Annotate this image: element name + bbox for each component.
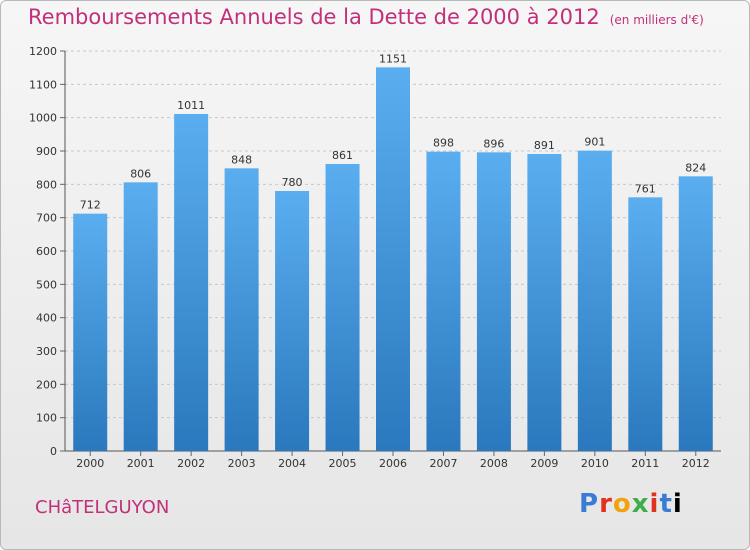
bar-value-label: 848: [231, 153, 252, 166]
bar: [224, 168, 259, 452]
y-tick-label: 300: [36, 345, 57, 358]
bar: [275, 191, 310, 451]
y-tick-label: 600: [36, 245, 57, 258]
bar: [73, 213, 108, 451]
x-tick-label: 2011: [631, 457, 659, 470]
bar-value-label: 861: [332, 149, 353, 162]
bar-value-label: 824: [685, 161, 706, 174]
x-tick-label: 2009: [530, 457, 558, 470]
x-tick-label: 2002: [177, 457, 205, 470]
y-tick-label: 400: [36, 312, 57, 325]
y-tick-label: 0: [50, 445, 57, 458]
y-tick-label: 200: [36, 378, 57, 391]
y-tick-label: 500: [36, 278, 57, 291]
x-tick-label: 2012: [682, 457, 710, 470]
x-tick-label: 2007: [429, 457, 457, 470]
y-tick-label: 700: [36, 212, 57, 225]
x-tick-label: 2000: [76, 457, 104, 470]
chart-unit: (en milliers d'€): [609, 13, 704, 27]
y-tick-label: 900: [36, 145, 57, 158]
proxiti-logo: Proxiti: [579, 489, 683, 519]
x-tick-label: 2003: [228, 457, 256, 470]
chart-title-text: Remboursements Annuels de la Dette de 20…: [28, 5, 600, 29]
bar-value-label: 891: [534, 139, 555, 152]
x-tick-label: 2004: [278, 457, 306, 470]
y-tick-label: 1100: [29, 78, 57, 91]
bar: [476, 152, 511, 452]
y-tick-label: 800: [36, 178, 57, 191]
bar-value-label: 1151: [379, 52, 407, 65]
bar-value-label: 780: [282, 176, 303, 189]
x-tick-label: 2005: [329, 457, 357, 470]
bar-value-label: 806: [130, 167, 151, 180]
x-tick-label: 2006: [379, 457, 407, 470]
bar: [426, 151, 461, 451]
x-tick-label: 2010: [581, 457, 609, 470]
x-tick-label: 2008: [480, 457, 508, 470]
bar: [527, 154, 562, 451]
bar: [678, 176, 713, 452]
x-tick-label: 2001: [127, 457, 155, 470]
bar: [628, 197, 663, 451]
bar-value-label: 712: [80, 199, 101, 212]
commune-name: CHâTELGUYON: [35, 497, 170, 518]
bar: [325, 164, 360, 451]
bar: [376, 67, 410, 451]
bar-value-label: 898: [433, 137, 454, 150]
bar: [174, 114, 209, 451]
bar: [123, 182, 158, 452]
y-tick-label: 1000: [29, 112, 57, 125]
bar: [577, 150, 612, 451]
bar-value-label: 761: [635, 182, 656, 195]
y-tick-label: 100: [36, 412, 57, 425]
bar-value-label: 1011: [177, 99, 205, 112]
bar-value-label: 901: [584, 136, 605, 149]
y-tick-label: 1200: [29, 45, 57, 58]
bar-value-label: 896: [483, 137, 504, 150]
chart-title: Remboursements Annuels de la Dette de 20…: [28, 5, 704, 29]
